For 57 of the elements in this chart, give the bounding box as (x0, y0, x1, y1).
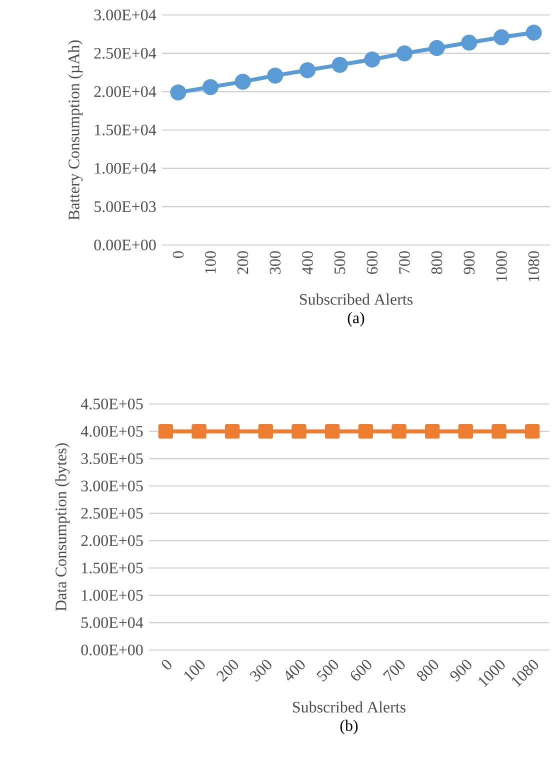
y-axis-title: Battery Consumption (µAh) (68, 40, 83, 220)
y-tick-label: 3.50E+05 (81, 453, 143, 464)
point (428, 40, 445, 56)
point (234, 74, 251, 90)
y-tick-label: 3.00E+04 (94, 10, 156, 20)
x-tick-label: 300 (250, 660, 272, 682)
x-tick-label: 300 (270, 251, 281, 274)
y-tick-label: 5.00E+03 (94, 201, 156, 212)
text: (b) (340, 720, 358, 734)
y-tick-label: 4.50E+05 (80, 398, 143, 410)
point (267, 68, 284, 84)
y-tick-label: 1.50E+05 (82, 562, 143, 574)
x-tick-label: 200 (237, 251, 248, 274)
y-tick-label: 2.50E+05 (81, 508, 143, 519)
point (461, 34, 478, 51)
point (202, 79, 218, 96)
x-tick-label: 700 (399, 251, 410, 274)
y-tick-label: 1.00E+05 (82, 590, 143, 601)
point (332, 56, 348, 73)
y-tick-label: 2.00E+04 (94, 86, 156, 98)
y-tick-label: 1.50E+04 (95, 124, 156, 136)
x-tick-label: 900 (464, 251, 475, 274)
y-tick-label: 0.00E+00 (81, 644, 143, 656)
y-axis-title: Data Consumption (bytes) (55, 443, 70, 611)
point (526, 24, 542, 41)
point (494, 29, 510, 46)
y-tick-label: 4.00E+05 (80, 426, 143, 437)
x-tick-label: 400 (286, 660, 305, 681)
x-tick-label: 1080 (528, 251, 540, 282)
x-tick-label: 400 (302, 251, 313, 274)
x-tick-label: 600 (366, 251, 378, 274)
point (396, 45, 412, 62)
x-tick-label: 100 (205, 251, 216, 274)
x-axis-title: Subscribed Alerts (292, 701, 406, 713)
point (300, 62, 316, 78)
point (364, 51, 380, 68)
y-tick-label: 2.00E+05 (81, 535, 143, 546)
text: (a) (348, 312, 364, 327)
x-tick-label: 100 (184, 660, 205, 682)
y-tick-label: 2.50E+04 (94, 48, 156, 59)
x-tick-label: 800 (431, 251, 442, 274)
x-axis-title: Subscribed Alerts (300, 294, 413, 305)
y-tick-label: 0.00E+00 (94, 240, 156, 250)
y-tick-label: 3.00E+05 (81, 480, 143, 492)
x-tick-label: 200 (216, 660, 238, 682)
x-tick-label: 500 (334, 251, 346, 274)
x-tick-label: 0 (162, 660, 172, 670)
x-tick-label: 900 (450, 660, 472, 682)
x-tick-label: 700 (382, 660, 405, 682)
x-tick-label: 800 (417, 660, 438, 681)
y-tick-label: 5.00E+04 (82, 617, 144, 628)
x-tick-label: 500 (316, 660, 338, 682)
x-tick-label: 0 (172, 251, 184, 258)
point (170, 84, 186, 100)
y-tick-label: 1.00E+04 (95, 162, 156, 174)
x-tick-label: 1000 (496, 251, 507, 282)
x-tick-label: 600 (350, 660, 372, 680)
